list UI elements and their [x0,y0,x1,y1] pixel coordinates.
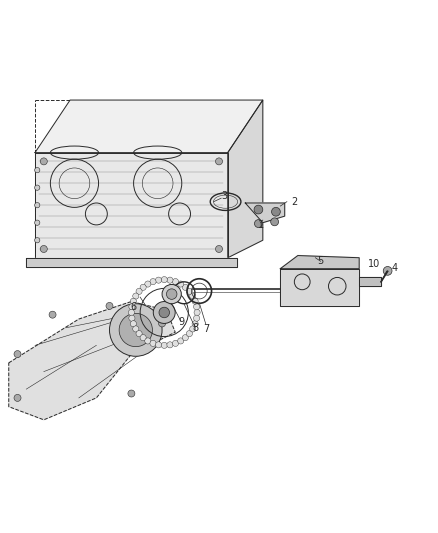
Circle shape [254,205,263,214]
Text: 2: 2 [291,197,297,207]
Circle shape [159,307,170,318]
Circle shape [40,158,47,165]
Circle shape [131,298,137,304]
Text: 5: 5 [318,256,324,266]
Circle shape [128,390,135,397]
Circle shape [35,185,40,190]
Circle shape [194,310,200,316]
Circle shape [186,330,192,337]
Circle shape [49,311,56,318]
Polygon shape [245,203,285,223]
Circle shape [155,277,162,283]
Circle shape [254,220,262,228]
Circle shape [383,266,392,275]
Circle shape [110,304,162,356]
Circle shape [35,220,40,225]
Circle shape [140,284,146,290]
Circle shape [145,281,151,287]
Polygon shape [228,100,263,258]
Text: 8: 8 [193,323,199,333]
Text: 6: 6 [131,302,137,312]
Text: 1: 1 [258,220,264,230]
Circle shape [192,321,198,327]
Circle shape [190,326,196,332]
Circle shape [155,342,162,348]
Circle shape [14,394,21,401]
Circle shape [35,167,40,173]
Circle shape [129,315,135,321]
Text: 4: 4 [392,263,398,273]
Text: 7: 7 [204,324,210,334]
Circle shape [119,313,152,346]
Circle shape [167,342,173,348]
Circle shape [159,320,166,327]
Circle shape [192,298,198,304]
Text: 9: 9 [179,317,185,327]
Circle shape [14,351,21,358]
Circle shape [133,293,139,299]
Circle shape [35,203,40,208]
Circle shape [40,246,47,253]
Polygon shape [359,278,381,286]
Circle shape [131,321,137,327]
Polygon shape [35,152,228,258]
Circle shape [271,218,279,226]
Circle shape [167,277,173,283]
Polygon shape [26,258,237,266]
Circle shape [136,330,142,337]
Circle shape [161,342,167,349]
Circle shape [272,207,280,216]
Circle shape [129,304,135,310]
Circle shape [173,279,179,285]
Circle shape [194,304,200,310]
Circle shape [133,326,139,332]
Circle shape [106,302,113,310]
Circle shape [186,288,192,294]
Polygon shape [35,100,263,152]
Text: 10: 10 [368,260,380,269]
Circle shape [177,338,184,344]
Circle shape [161,277,167,282]
Circle shape [136,288,142,294]
Circle shape [150,279,156,285]
Circle shape [215,246,223,253]
Circle shape [150,340,156,346]
Circle shape [194,315,200,321]
Circle shape [162,285,181,304]
Circle shape [190,293,196,299]
Circle shape [153,302,175,324]
Polygon shape [9,302,175,420]
Circle shape [215,158,223,165]
Circle shape [128,310,134,316]
Circle shape [145,338,151,344]
Circle shape [173,340,179,346]
Circle shape [166,289,177,300]
Circle shape [35,238,40,243]
Polygon shape [280,255,359,269]
Circle shape [182,284,188,290]
Text: 3: 3 [221,191,227,201]
Circle shape [177,281,184,287]
Polygon shape [280,269,359,306]
Circle shape [182,335,188,341]
Circle shape [140,335,146,341]
